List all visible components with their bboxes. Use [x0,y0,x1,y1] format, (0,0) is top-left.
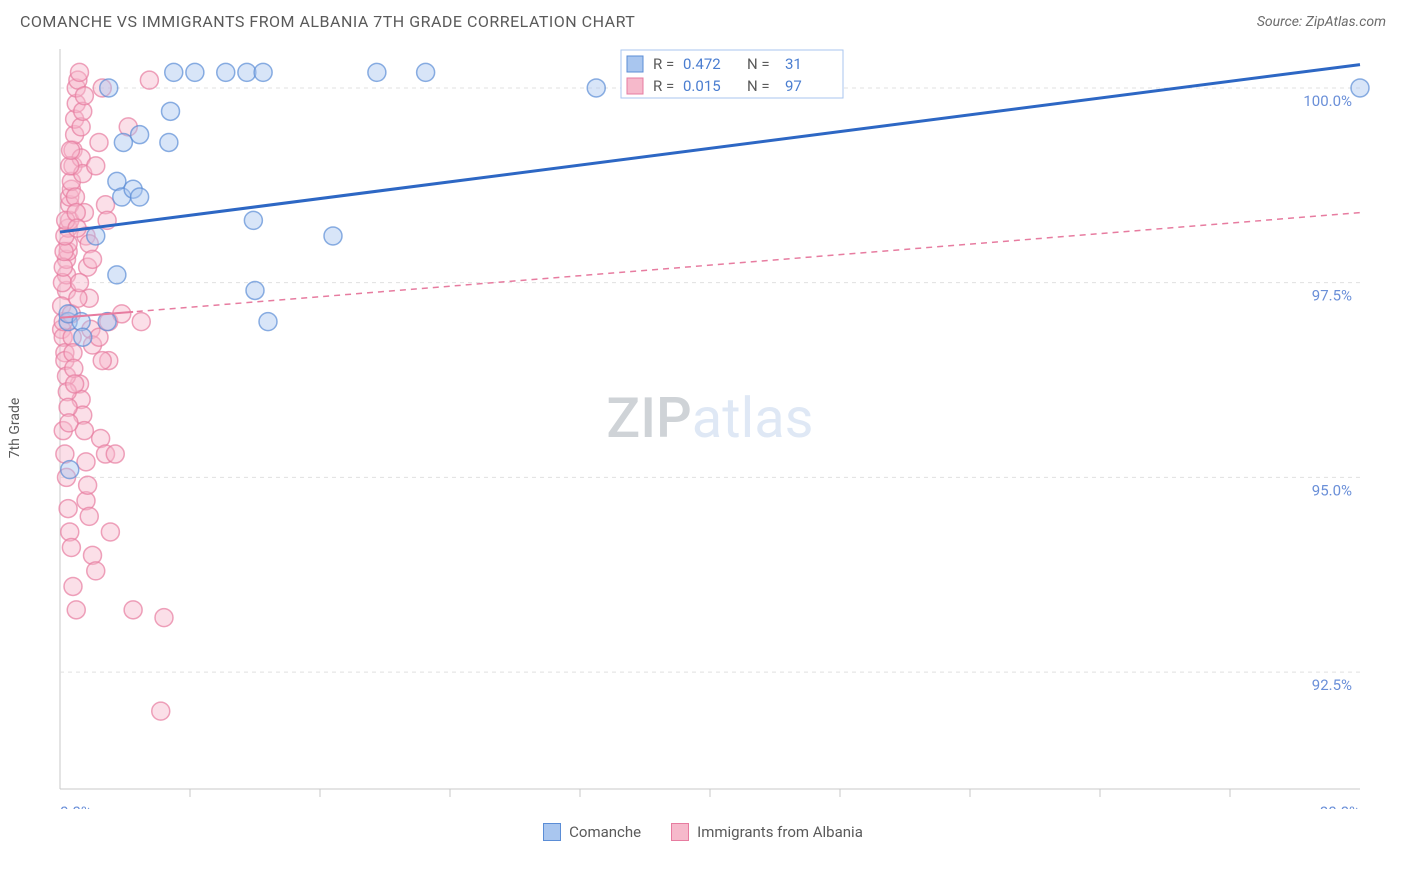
legend-label-albania: Immigrants from Albania [697,823,863,841]
legend-swatch-albania [671,823,689,841]
chart-area: 92.5% 95.0% 97.5% 100.0% 0.0% 80.0% ZIPatlas R … [50,39,1386,813]
legend-label-comanche: Comanche [569,823,641,841]
legend-item-albania: Immigrants from Albania [671,823,863,841]
svg-text:0.015: 0.015 [683,77,721,95]
svg-text:R =: R = [653,77,674,95]
svg-text:80.0%: 80.0% [1320,803,1360,809]
chart-title: COMANCHE VS IMMIGRANTS FROM ALBANIA 7TH … [20,12,635,31]
svg-text:0.472: 0.472 [683,55,721,73]
svg-text:31: 31 [785,55,802,73]
legend-item-comanche: Comanche [543,823,641,841]
svg-text:R =: R = [653,55,674,73]
svg-text:97.5%: 97.5% [1312,287,1352,305]
svg-text:100.0%: 100.0% [1303,92,1352,110]
y-axis-label: 7th Grade [7,398,23,459]
svg-text:92.5%: 92.5% [1312,676,1352,694]
svg-text:97: 97 [785,77,802,95]
source-attribution: Source: ZipAtlas.com [1257,14,1386,30]
svg-text:ZIPatlas: ZIPatlas [606,385,813,451]
svg-text:0.0%: 0.0% [60,803,92,809]
legend-swatch-comanche [543,823,561,841]
svg-text:95.0%: 95.0% [1312,481,1352,499]
svg-text:N =: N = [747,55,770,73]
svg-text:N =: N = [747,77,770,95]
legend: Comanche Immigrants from Albania [0,813,1406,851]
scatter-chart: 92.5% 95.0% 97.5% 100.0% 0.0% 80.0% ZIPatlas R … [50,39,1370,809]
